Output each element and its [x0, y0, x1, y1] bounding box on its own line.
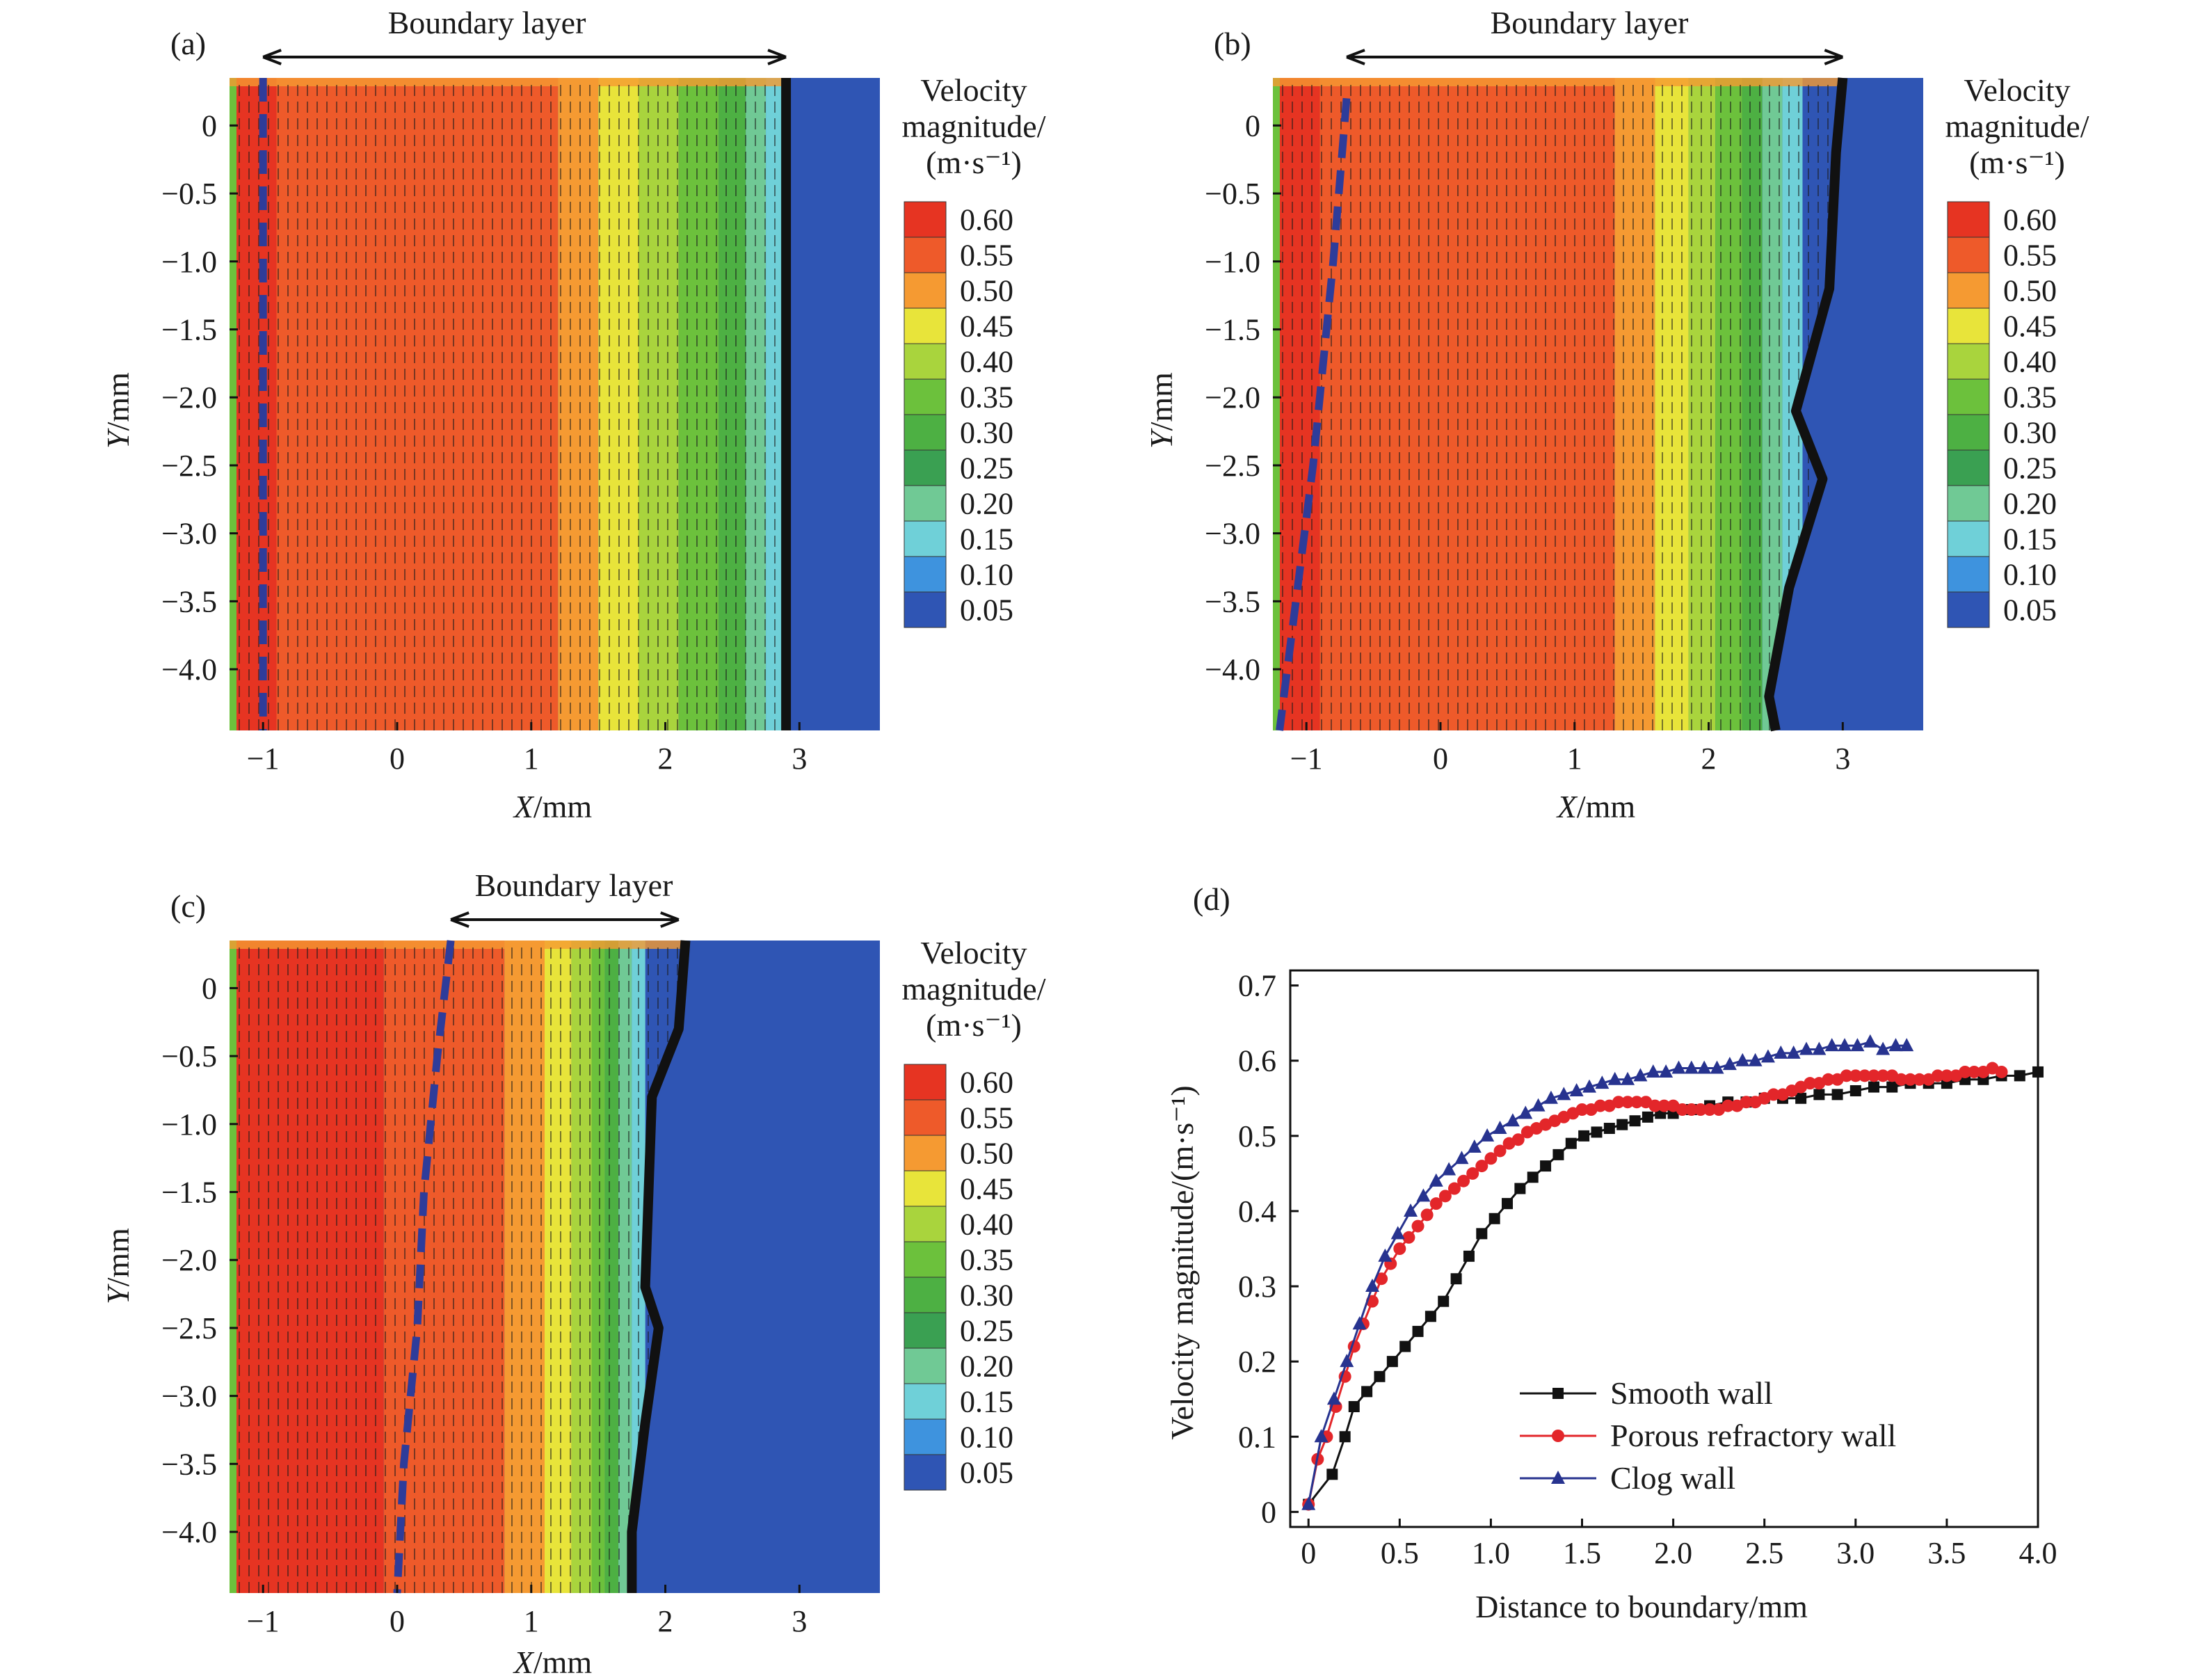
velocity-zone: [230, 78, 277, 730]
colorbar-swatch: [904, 556, 947, 593]
panel-a-ticks: −1 0 1 2 3 0 −0.5 −1.0 −1.5 −2.0 −2.5 −3.0 −3.5 −4.0: [161, 109, 807, 776]
colorbar-swatch: [904, 237, 947, 273]
colorbar-title-line: magnitude/: [902, 109, 1046, 144]
colorbar-level-label: 0.15: [960, 522, 1013, 557]
y-tick-label: −1.0: [161, 245, 217, 279]
panel-b-boundary-layer-label: Boundary layer: [1491, 5, 1689, 40]
y-tick-label: −1.5: [161, 313, 217, 347]
colorbar-level-label: 0.45: [960, 310, 1013, 344]
velocity-zone: [276, 78, 559, 730]
panel-a-colorbar: Velocitymagnitude/(m·s⁻¹)0.600.550.500.4…: [902, 72, 1046, 628]
velocity-vectors: [239, 85, 785, 730]
wall-strip: [1273, 78, 1280, 730]
velocity-vectors: [1282, 85, 1838, 730]
arrow-head-left: [262, 49, 282, 65]
colorbar-swatch: [904, 343, 947, 380]
colorbar-level-label: 0.30: [960, 416, 1013, 450]
panel-b-contour-field: [1273, 78, 1923, 730]
colorbar-level-label: 0.50: [960, 274, 1013, 308]
colorbar-swatch: [904, 272, 947, 309]
top-strip: [230, 78, 787, 86]
panel-a-overlay: [259, 49, 792, 730]
arrow-head-right: [767, 49, 787, 65]
panel-a-contour-field: [230, 78, 880, 730]
velocity-zone: [678, 78, 719, 730]
y-tick-label: −3.5: [161, 584, 217, 618]
colorbar-title-line: (m·s⁻¹): [926, 145, 1022, 180]
velocity-zone: [1614, 78, 1655, 730]
panel-a-x-axis-label: X/mm: [513, 789, 593, 824]
colorbar-swatch: [904, 520, 947, 557]
panel-b-porous-refractory-wall: (b) Boundary layer −1 0 1 2 30−0.5−1.0−1.5−2…: [1143, 5, 2089, 824]
colorbar-swatch: [904, 449, 947, 486]
y-tick-label: −3.0: [161, 517, 217, 551]
velocity-zone: [1715, 78, 1742, 730]
colorbar-swatch: [904, 201, 947, 238]
velocity-zone: [1273, 78, 1320, 730]
colorbar-swatch: [904, 378, 947, 415]
panel-b-label: (b): [1214, 26, 1251, 61]
y-tick-label: −4.0: [161, 653, 217, 687]
colorbar-level-label: 0.25: [960, 451, 1013, 486]
colorbar-level-label: 0.10: [960, 558, 1013, 592]
colorbar-title-line: Velocity: [920, 72, 1027, 108]
y-tick-label: −0.5: [161, 177, 217, 211]
panel-a-label: (a): [170, 26, 206, 61]
colorbar-level-label: 0.35: [960, 381, 1013, 415]
x-tick-label: 0: [390, 742, 405, 776]
colorbar-swatch: [904, 485, 947, 522]
velocity-zone: [558, 78, 599, 730]
y-tick-label: −2.5: [161, 449, 217, 483]
x-tick-label: −1: [247, 742, 280, 776]
top-strip: [1273, 78, 1843, 86]
x-tick-label: 3: [792, 742, 807, 776]
y-tick-label: −2.0: [161, 381, 217, 415]
colorbar-swatch: [904, 591, 947, 628]
colorbar-level-label: 0.60: [960, 203, 1013, 237]
colorbar-level-label: 0.20: [960, 487, 1013, 521]
x-tick-label: 1: [524, 742, 539, 776]
wall-strip: [230, 78, 236, 730]
colorbar-swatch: [904, 307, 947, 344]
panel-a-smooth-wall: (a) Boundary layer −1 0 1 2 3 0 −0.5 −1.0 −1.5 −2…: [100, 5, 1046, 824]
y-tick-label: 0: [202, 109, 217, 143]
colorbar-level-label: 0.40: [960, 345, 1013, 379]
colorbar-level-label: 0.05: [960, 593, 1013, 627]
x-tick-label: 2: [658, 742, 673, 776]
panel-a-boundary-layer-label: Boundary layer: [388, 5, 586, 40]
velocity-zone: [1742, 78, 1763, 730]
colorbar-swatch: [904, 414, 947, 451]
colorbar-level-label: 0.55: [960, 239, 1013, 273]
panel-a-y-axis-label: Y/mm: [100, 372, 136, 449]
velocity-zone: [719, 78, 746, 730]
